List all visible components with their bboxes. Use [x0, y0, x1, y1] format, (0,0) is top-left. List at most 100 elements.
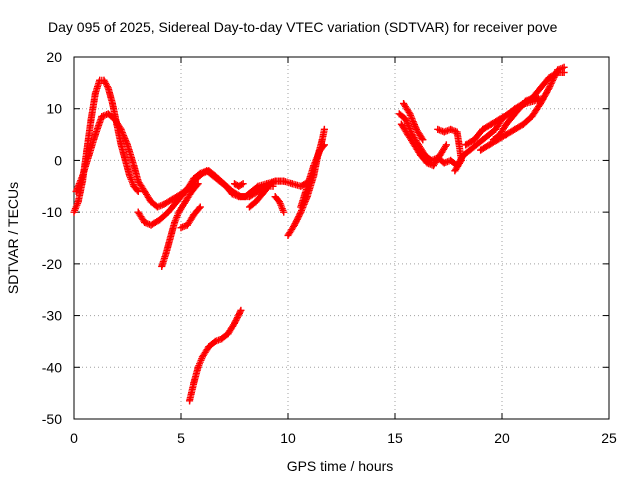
data-point: [173, 198, 181, 206]
data-point: [254, 187, 262, 195]
x-tick-label: 20: [494, 430, 510, 446]
data-point: [423, 159, 431, 167]
y-tick-label: -20: [42, 256, 62, 272]
x-tick-label: 5: [177, 430, 185, 446]
y-tick-label: -10: [42, 204, 62, 220]
data-point: [79, 172, 87, 180]
series-pass-p: [462, 94, 547, 149]
data-point: [196, 203, 204, 211]
data-point: [453, 128, 461, 136]
data-point: [134, 208, 142, 216]
data-point: [74, 198, 82, 206]
y-tick-label: -30: [42, 308, 62, 324]
data-point: [489, 136, 497, 144]
data-point: [502, 131, 510, 139]
data-point: [100, 76, 108, 84]
data-point: [436, 151, 444, 159]
y-tick-label: -40: [42, 359, 62, 375]
data-point: [451, 167, 459, 175]
data-point: [228, 187, 236, 195]
data-point: [171, 218, 179, 226]
data-point: [419, 136, 427, 144]
data-point: [297, 182, 305, 190]
data-point: [297, 203, 305, 211]
data-point: [190, 177, 198, 185]
data-point: [417, 151, 425, 159]
series-pass-c: [134, 167, 313, 229]
data-point: [397, 120, 405, 128]
data-point: [271, 177, 279, 185]
data-point: [194, 180, 202, 188]
data-point: [496, 131, 504, 139]
data-point: [181, 187, 189, 195]
data-point: [511, 125, 519, 133]
data-point: [117, 125, 125, 133]
data-point: [252, 198, 260, 206]
data-point: [316, 146, 324, 154]
data-point: [504, 110, 512, 118]
data-point: [245, 193, 253, 201]
data-point: [470, 136, 478, 144]
data-point: [537, 100, 545, 108]
data-point: [220, 180, 228, 188]
data-point: [194, 363, 202, 371]
data-point: [502, 120, 510, 128]
data-point: [198, 169, 206, 177]
data-point: [404, 131, 412, 139]
data-point: [522, 97, 530, 105]
data-point: [440, 159, 448, 167]
marker-trail: [434, 125, 465, 175]
data-point: [271, 193, 279, 201]
data-point: [237, 193, 245, 201]
data-point: [528, 94, 536, 102]
data-point: [141, 218, 149, 226]
data-point: [98, 112, 106, 120]
data-point: [190, 211, 198, 219]
chart-title: Day 095 of 2025, Sidereal Day-to-day VTE…: [48, 19, 558, 35]
data-point: [492, 125, 500, 133]
data-point: [153, 203, 161, 211]
data-point: [162, 250, 170, 258]
data-point: [104, 110, 112, 118]
x-tick-label: 10: [280, 430, 296, 446]
data-point: [269, 182, 277, 190]
data-point: [534, 94, 542, 102]
data-point: [412, 125, 420, 133]
series-pass-d: [158, 180, 202, 270]
data-point: [457, 156, 465, 164]
data-point: [479, 136, 487, 144]
data-point: [284, 231, 292, 239]
data-point: [205, 343, 213, 351]
data-point: [237, 306, 245, 314]
data-point: [85, 151, 93, 159]
data-point: [188, 187, 196, 195]
data-point: [124, 141, 131, 149]
data-point: [275, 198, 283, 206]
data-point: [280, 208, 288, 216]
grid: [74, 57, 609, 419]
data-point: [111, 115, 119, 123]
data-point: [402, 115, 410, 123]
y-tick-label: 0: [54, 152, 62, 168]
data-point: [303, 182, 311, 190]
data-point: [130, 182, 138, 190]
data-point: [395, 110, 403, 118]
data-point: [183, 221, 191, 229]
y-tick-label: -50: [42, 411, 62, 427]
data-point: [406, 110, 414, 118]
data-point: [218, 335, 226, 343]
data-point: [560, 63, 568, 71]
series-pass-m: [397, 120, 450, 170]
data-point: [410, 141, 418, 149]
data-point: [515, 105, 523, 113]
data-point: [447, 156, 455, 164]
y-tick-label: 20: [46, 49, 62, 65]
data-point: [258, 190, 266, 198]
data-point: [224, 330, 232, 338]
x-tick-label: 15: [387, 430, 403, 446]
data-point: [485, 131, 493, 139]
data-point: [455, 141, 463, 149]
data-point: [554, 66, 562, 74]
data-point: [158, 262, 166, 270]
x-axis-label: GPS time / hours: [287, 458, 394, 474]
